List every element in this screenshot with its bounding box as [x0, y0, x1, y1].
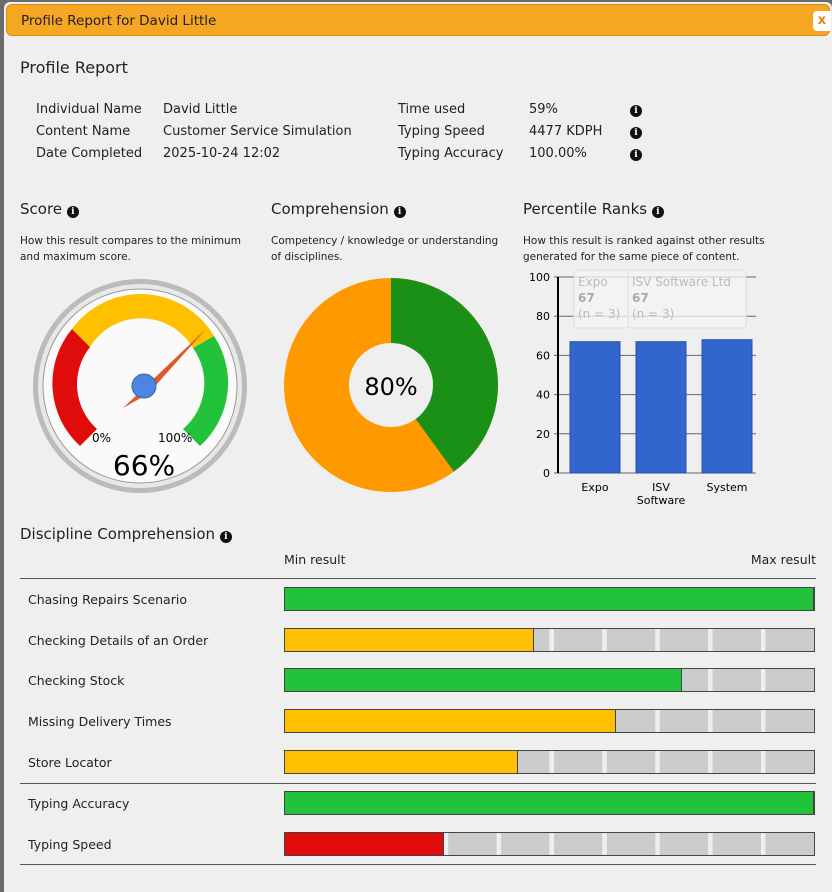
info-icon[interactable]: i [630, 127, 642, 139]
discipline-bar [284, 832, 815, 856]
discipline-bar-fill [285, 751, 518, 773]
divider [20, 864, 816, 865]
profile-report-dialog: Profile Report for David Little x Profil… [4, 2, 832, 892]
discipline-label: Chasing Repairs Scenario [28, 592, 187, 607]
discipline-row: Checking Stock [20, 661, 816, 701]
discipline-label: Checking Stock [28, 673, 125, 688]
tooltip [627, 269, 747, 329]
dialog-title: Profile Report for David Little [21, 13, 217, 29]
gauge-hub [131, 373, 157, 399]
label-date-completed: Date Completed [36, 146, 143, 161]
tooltip-n: (n = 3) [578, 307, 620, 321]
discipline-bar-fill [285, 629, 534, 651]
gauge-yellow-band [72, 294, 214, 348]
tooltip-name: Expo [578, 275, 608, 289]
bar-isv-software[interactable] [635, 341, 687, 474]
percentile-desc: How this result is ranked against other … [523, 235, 765, 263]
tooltip-value: 67 [578, 291, 595, 305]
discipline-label: Store Locator [28, 755, 112, 770]
comprehension-desc: Competency / knowledge or understanding … [271, 235, 499, 263]
x-tick-label: ISV Software [637, 481, 686, 507]
info-icon[interactable]: i [393, 206, 406, 218]
score-gauge: 0% 100% 66% [33, 279, 247, 493]
value-date-completed: 2025-10-24 12:02 [163, 146, 281, 161]
value-individual-name: David Little [163, 102, 238, 117]
discipline-title: Discipline Comprehension [20, 525, 216, 543]
label-time-used: Time used [398, 102, 466, 117]
discipline-row: Typing Speed [20, 825, 816, 865]
comprehension-title: Comprehension [271, 200, 389, 218]
y-tick-label: 60 [536, 349, 550, 362]
discipline-bar [284, 791, 815, 815]
discipline-row: Checking Details of an Order [20, 621, 816, 661]
donut-green-slice [391, 278, 498, 472]
max-result-label: Max result [750, 552, 816, 567]
label-typing-speed: Typing Speed [398, 124, 485, 139]
stats-labels: Time used Typing Speed Typing Accuracy [398, 99, 503, 165]
discipline-bar [284, 750, 815, 774]
y-tick-label: 40 [536, 389, 550, 402]
score-title: Score [20, 200, 63, 218]
discipline-label: Checking Details of an Order [28, 633, 209, 648]
discipline-bar [284, 709, 815, 733]
dialog-titlebar: Profile Report for David Little x [6, 4, 831, 36]
discipline-label: Typing Accuracy [28, 796, 130, 811]
y-tick-label: 80 [536, 310, 550, 323]
discipline-row: Store Locator [20, 743, 816, 783]
discipline-row: Typing Accuracy [20, 784, 816, 824]
label-content-name: Content Name [36, 124, 131, 139]
discipline-bar-fill [285, 588, 814, 610]
value-content-name: Customer Service Simulation [163, 124, 352, 139]
details-labels: Individual Name Content Name Date Comple… [36, 99, 142, 165]
discipline-bar-fill [285, 792, 814, 814]
min-result-label: Min result [284, 552, 346, 567]
score-desc: How this result compares to the minimum … [20, 235, 241, 263]
label-typing-accuracy: Typing Accuracy [398, 146, 504, 161]
gauge-value: 66% [113, 449, 175, 482]
details-values: David Little Customer Service Simulation… [163, 99, 352, 165]
gauge-red-band [52, 329, 97, 446]
stats-values: 59% 4477 KDPH 100.00% [529, 99, 602, 165]
info-icon[interactable]: i [651, 206, 664, 218]
discipline-label: Typing Speed [28, 837, 112, 852]
close-button[interactable]: x [813, 11, 831, 31]
info-icon[interactable]: i [219, 531, 232, 543]
tooltip-name: ISV Software Ltd [632, 275, 731, 289]
discipline-bar-fill [285, 833, 444, 855]
divider [20, 578, 816, 579]
y-tick-label: 20 [536, 428, 550, 441]
tooltip-value: 67 [632, 291, 649, 305]
value-time-used: 59% [529, 102, 558, 117]
divider [20, 783, 816, 784]
discipline-bar [284, 587, 815, 611]
gauge-max-label: 100% [158, 431, 192, 445]
label-individual-name: Individual Name [36, 102, 142, 117]
discipline-bar-fill [285, 669, 682, 691]
info-icon[interactable]: i [66, 206, 79, 218]
x-tick-label: System [706, 481, 747, 494]
discipline-bar [284, 668, 815, 692]
gauge-green-band [183, 336, 229, 446]
percentile-chart: 0 20 40 60 80 100 Expo ISV Software System Expo 67 (… [529, 269, 756, 507]
donut-value: 80% [364, 373, 417, 401]
discipline-label: Missing Delivery Times [28, 714, 172, 729]
discipline-bar [284, 628, 815, 652]
y-tick-label: 0 [543, 467, 550, 480]
comprehension-donut: 80% [284, 278, 498, 492]
bar-system[interactable] [701, 339, 753, 474]
value-typing-speed: 4477 KDPH [529, 124, 603, 139]
percentile-title: Percentile Ranks [523, 200, 648, 218]
y-tick-label: 100 [529, 271, 550, 284]
discipline-bar-fill [285, 710, 616, 732]
value-typing-accuracy: 100.00% [529, 146, 587, 161]
discipline-row: Chasing Repairs Scenario [20, 580, 816, 620]
info-icon[interactable]: i [630, 105, 642, 117]
info-icon[interactable]: i [630, 149, 642, 161]
x-tick-label: Expo [581, 481, 608, 494]
bar-expo[interactable] [569, 341, 621, 474]
gauge-min-label: 0% [92, 431, 111, 445]
discipline-row: Missing Delivery Times [20, 702, 816, 742]
page-title: Profile Report [20, 58, 128, 77]
tooltip-n: (n = 3) [632, 307, 674, 321]
